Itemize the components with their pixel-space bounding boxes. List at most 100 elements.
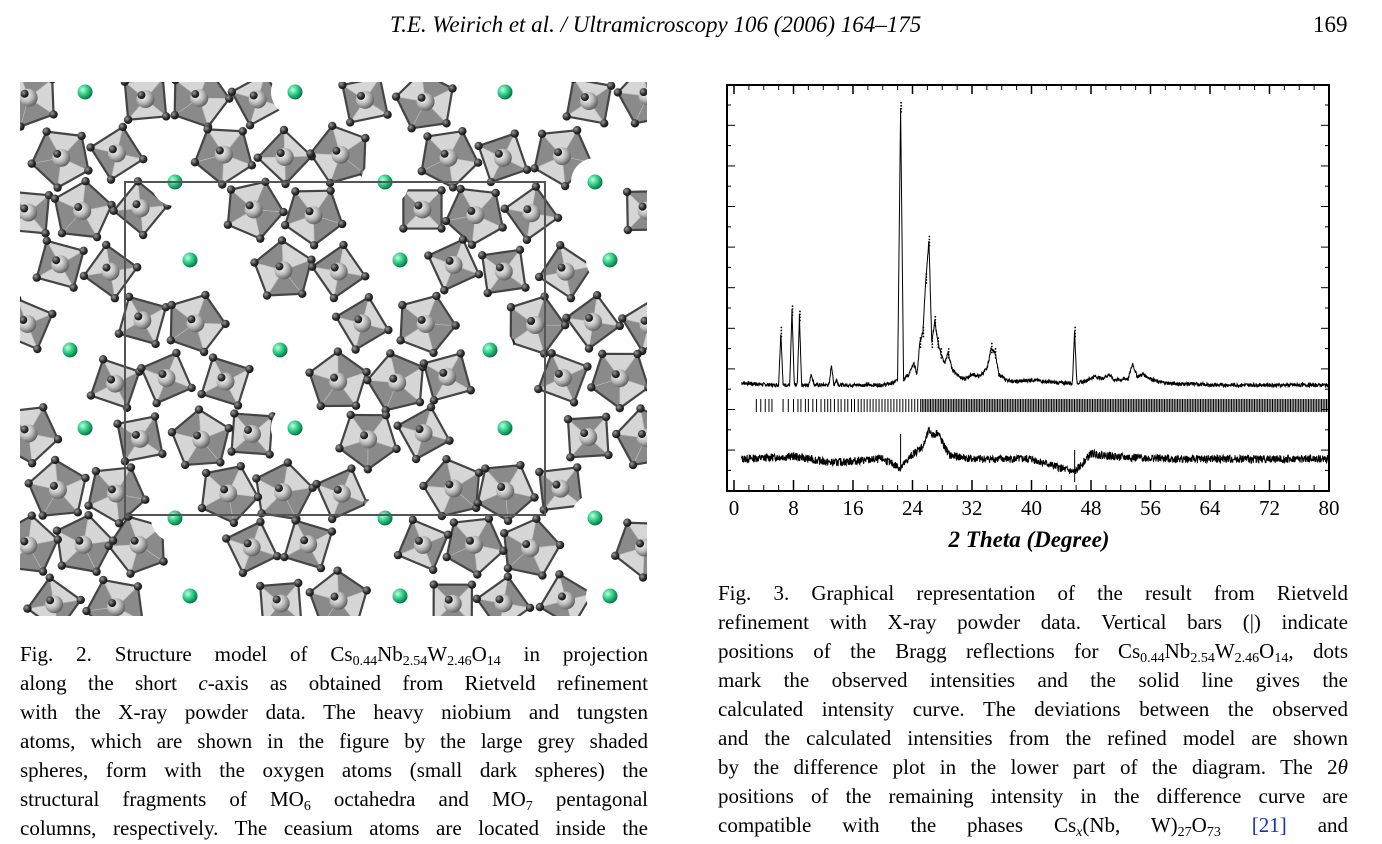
oxygen-atom [150, 412, 160, 421]
oxygen-atom [560, 181, 570, 191]
bond [140, 367, 158, 404]
oxygen-atom-apical [107, 485, 116, 494]
oxygen-atom-apical [220, 485, 229, 494]
oxygen-atom-apical [415, 425, 424, 434]
oxygen-atom [498, 223, 507, 232]
oxygen-atom [57, 561, 67, 570]
observed-point [791, 308, 794, 310]
observed-point [940, 351, 943, 353]
running-head: T.E. Weirich et al. / Ultramicroscopy 10… [390, 12, 922, 37]
oxygen-atom-apical [522, 540, 531, 549]
oxygen-atom [167, 300, 176, 310]
bond [283, 520, 297, 558]
oxygen-atom [118, 122, 128, 132]
oxygen-atom [20, 122, 25, 131]
figure-3-caption: Fig. 3. Graphical representation of the … [718, 579, 1348, 840]
bond [551, 352, 588, 368]
caption-line: calculated intensity curve. The deviatio… [718, 697, 1348, 721]
oxygen-atom [583, 362, 592, 371]
oxygen-atom [133, 582, 143, 591]
bond [185, 461, 221, 467]
bond [49, 576, 82, 601]
bond [367, 296, 390, 331]
oxygen-atom [167, 428, 177, 437]
bond [233, 496, 259, 524]
x-tick-label: 32 [962, 496, 983, 520]
oxygen-atom [572, 126, 582, 135]
oxygen-atom [483, 288, 492, 298]
bond [569, 265, 593, 299]
oxygen-atom [277, 236, 287, 245]
reference-link[interactable]: [21] [1251, 813, 1287, 837]
bond [395, 96, 413, 129]
bond [570, 453, 609, 459]
oxygen-atom [114, 519, 124, 528]
oxygen-atom [114, 329, 124, 338]
bond [460, 187, 496, 195]
bond [169, 305, 173, 341]
x-axis-label: 2 Theta (Degree) [948, 527, 1110, 552]
oxygen-atom [532, 514, 541, 524]
oxygen-atom [316, 563, 326, 573]
oxygen-atom [333, 347, 343, 356]
oxygen-atom [445, 436, 454, 445]
bond [590, 386, 621, 410]
bond [432, 324, 457, 354]
bond [259, 211, 285, 240]
oxygen-atom [456, 184, 465, 194]
oxygen-atom-apical [585, 313, 594, 322]
oxygen-atom [384, 325, 393, 335]
oxygen-atom [364, 293, 374, 302]
oxygen-atom [473, 498, 482, 508]
oxygen-atom-apical [495, 263, 504, 272]
oxygen-atom [53, 435, 63, 444]
bond [140, 351, 177, 370]
oxygen-atom-apical [134, 312, 143, 321]
oxygen-atom-apical [187, 315, 196, 324]
oxygen-atom [351, 401, 361, 410]
oxygen-atom [500, 529, 509, 538]
bond [619, 387, 647, 410]
oxygen-atom [126, 463, 136, 472]
oxygen-atom [41, 229, 50, 238]
oxygen-atom [449, 518, 459, 527]
bond [51, 82, 55, 115]
oxygen-atom [53, 535, 62, 544]
observed-point [928, 238, 931, 241]
oxygen-atom-apical [243, 539, 252, 548]
bond [72, 250, 85, 288]
oxygen-atom [238, 568, 248, 578]
bond [171, 408, 200, 434]
oxygen-atom [522, 165, 532, 174]
observed-point [990, 348, 993, 351]
bond [308, 372, 322, 407]
oxygen-atom [335, 444, 344, 453]
bond [36, 276, 74, 289]
caption-line: by the difference plot in the lower part… [718, 755, 1348, 779]
caption-line: Fig. 2. Structure model of Cs0.44Nb2.54W… [20, 642, 648, 669]
bond [87, 504, 120, 525]
bond [26, 577, 51, 610]
bond [90, 394, 128, 409]
oxygen-atom [503, 572, 513, 581]
oxygen-atom [33, 344, 42, 354]
oxygen-atom [448, 183, 458, 192]
bond [308, 591, 320, 616]
oxygen-atom [20, 295, 22, 303]
oxygen-atom [221, 534, 231, 543]
bond [216, 82, 231, 100]
bond [124, 452, 163, 463]
bond [35, 240, 48, 278]
bond [503, 208, 528, 241]
bond [471, 226, 504, 246]
bond [621, 302, 647, 320]
oxygen-atom [141, 495, 150, 504]
bond [156, 386, 193, 405]
oxygen-atom-apical [130, 536, 139, 545]
bond [162, 82, 168, 117]
observed-point [937, 343, 940, 346]
oxygen-atom [256, 234, 265, 243]
oxygen-atom [327, 527, 337, 536]
oxygen-atom-apical [20, 537, 29, 546]
bond [225, 538, 244, 574]
